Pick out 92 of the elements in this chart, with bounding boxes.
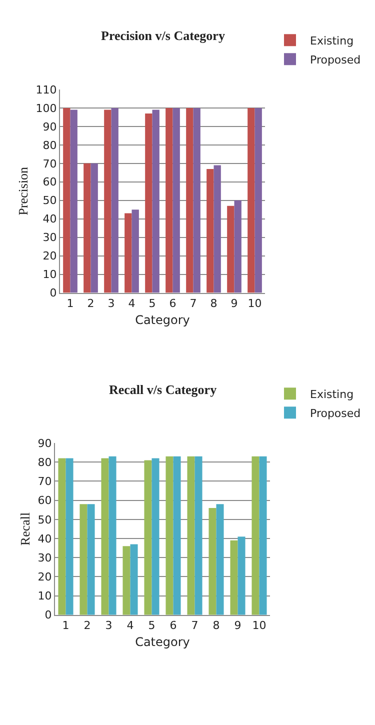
x-tick-label: 3	[105, 619, 112, 632]
bar	[230, 540, 238, 615]
y-tick-label: 70	[38, 475, 52, 488]
y-tick-label: 90	[38, 436, 52, 450]
y-tick-label: 20	[38, 570, 52, 584]
legend-label: Proposed	[310, 53, 361, 66]
x-tick-label: 6	[170, 619, 177, 632]
bar	[87, 504, 95, 615]
bar	[152, 458, 160, 615]
bar	[166, 108, 173, 293]
x-tick-label: 7	[191, 619, 198, 632]
x-tick-label: 5	[148, 619, 156, 632]
chart-title: Recall v/s Category	[109, 382, 218, 397]
y-tick-label: 60	[42, 176, 57, 189]
x-tick-label: 2	[84, 619, 91, 632]
x-tick-label: 1	[66, 296, 74, 310]
x-tick-label: 6	[169, 296, 176, 310]
bar	[234, 200, 242, 293]
y-tick-label: 100	[36, 102, 57, 115]
y-tick-label: 110	[36, 83, 57, 96]
bar	[186, 108, 194, 293]
bar	[254, 108, 262, 293]
y-tick-label: 40	[38, 532, 52, 546]
bar	[208, 508, 216, 615]
y-tick-label: 10	[38, 590, 52, 603]
x-tick-label: 7	[190, 296, 197, 310]
y-tick-label: 20	[42, 250, 57, 263]
x-tick-label: 9	[230, 296, 238, 310]
y-tick-label: 0	[50, 286, 57, 300]
legend-label: Proposed	[310, 406, 361, 420]
bar	[124, 213, 132, 293]
bar	[214, 165, 221, 293]
bar	[248, 108, 255, 293]
y-tick-label: 70	[42, 157, 57, 170]
legend-label: Existing	[310, 34, 354, 48]
bar	[145, 113, 152, 293]
x-tick-label: 1	[62, 619, 70, 632]
legend-label: Existing	[310, 388, 354, 401]
bar	[70, 110, 78, 293]
bar	[66, 458, 74, 615]
bar	[206, 168, 214, 293]
bar	[259, 456, 267, 615]
bar	[193, 108, 200, 293]
x-tick-label: 5	[148, 296, 156, 310]
x-tick-label: 4	[128, 296, 136, 310]
bar	[166, 456, 174, 615]
chart-title: Precision v/s Category	[101, 28, 226, 43]
bar	[187, 456, 195, 615]
bar	[172, 108, 180, 293]
y-tick-label: 0	[44, 608, 52, 622]
x-tick-label: 4	[126, 619, 134, 632]
y-tick-label: 80	[42, 138, 57, 152]
bar	[194, 456, 202, 615]
bar	[80, 504, 88, 615]
x-tick-label: 3	[108, 296, 115, 310]
y-axis-title: Recall	[18, 512, 33, 546]
y-tick-label: 80	[38, 456, 52, 469]
bar	[111, 108, 118, 293]
bar	[173, 456, 181, 615]
x-tick-label: 9	[234, 619, 242, 632]
bar	[216, 504, 224, 615]
bar	[252, 456, 260, 615]
bar	[90, 163, 98, 293]
y-tick-label: 40	[42, 212, 57, 226]
y-tick-label: 30	[42, 231, 57, 244]
y-tick-label: 50	[42, 194, 57, 208]
y-tick-label: 50	[38, 513, 52, 526]
bar	[63, 108, 70, 293]
x-axis-title: Category	[135, 312, 190, 327]
bar	[104, 110, 112, 293]
bar	[84, 163, 91, 293]
x-tick-label: 8	[210, 296, 218, 310]
x-tick-label: 2	[87, 296, 94, 310]
x-tick-label: 8	[212, 619, 220, 632]
x-axis-title: Category	[135, 634, 190, 649]
y-tick-label: 60	[38, 494, 52, 508]
bar	[101, 458, 109, 615]
y-tick-label: 10	[42, 268, 57, 282]
bar	[227, 206, 234, 293]
y-tick-label: 30	[38, 551, 52, 564]
bar	[108, 456, 116, 615]
bar	[238, 536, 246, 615]
y-tick-label: 90	[42, 120, 57, 134]
bar	[144, 460, 152, 615]
bar	[58, 458, 66, 615]
bar	[130, 544, 138, 615]
y-axis-title: Precision	[16, 166, 31, 216]
bar	[122, 546, 130, 615]
x-tick-label: 10	[252, 619, 266, 632]
bar	[152, 110, 160, 293]
bar	[132, 210, 139, 293]
x-tick-label: 10	[248, 296, 262, 310]
